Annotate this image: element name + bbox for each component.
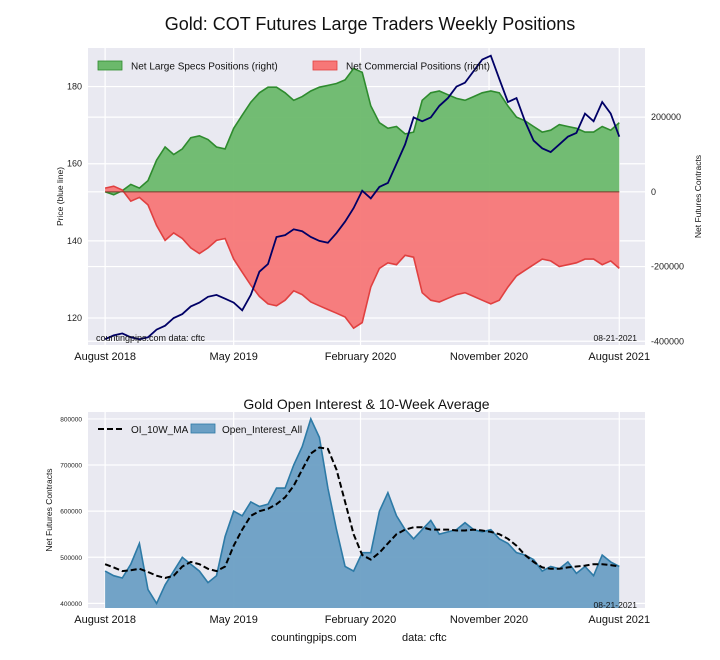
x-tick-label: May 2019 (210, 614, 258, 626)
legend-swatch-oi (190, 423, 216, 434)
y-axis-label-right: Net Futures Contracts (693, 155, 703, 238)
y-tick-label-left: 140 (67, 236, 82, 246)
legend-swatch (312, 60, 338, 71)
open-interest-area (105, 418, 620, 608)
y-tick-label-right: -400000 (651, 336, 684, 346)
footer-data: data: cftc (402, 632, 447, 644)
open-interest-chart: Gold Open Interest & 10-Week Average 4000… (44, 396, 650, 626)
x-tick-label: August 2018 (74, 351, 136, 363)
x-tick-label: August 2021 (588, 351, 650, 363)
legend-swatch (97, 60, 123, 71)
page-title: Gold: COT Futures Large Traders Weekly P… (164, 14, 576, 34)
y-tick-label-right: 200000 (651, 112, 681, 122)
y-tick-label-left: 160 (67, 159, 82, 169)
source-annotation: countingpips.com data: cftc (96, 333, 206, 343)
specs-area (105, 68, 620, 195)
x-tick-label: August 2021 (588, 614, 650, 626)
y-tick-label-left: 180 (67, 82, 82, 92)
ma-line (104, 446, 620, 580)
y-tick-label-left: 120 (67, 313, 82, 323)
y-axis-label: Net Futures Contracts (44, 468, 54, 551)
x-tick-label: November 2020 (450, 351, 528, 363)
legend-label: Net Commercial Positions (right) (346, 62, 490, 73)
x-tick-label: November 2020 (450, 614, 528, 626)
x-tick-label: February 2020 (325, 614, 397, 626)
y-tick-label: 600000 (60, 509, 82, 516)
price-line (104, 54, 621, 341)
date-annotation: 08-21-2021 (594, 600, 638, 610)
y-tick-label: 500000 (60, 555, 82, 562)
date-annotation: 08-21-2021 (594, 333, 638, 343)
legend-label: Net Large Specs Positions (right) (131, 62, 278, 73)
x-tick-label: February 2020 (325, 351, 397, 363)
y-tick-label-right: 0 (651, 187, 656, 197)
footer-site: countingpips.com (271, 632, 357, 644)
legend-label: OI_10W_MA (131, 425, 189, 436)
commercial-line (104, 185, 620, 330)
commercial-area (105, 186, 620, 329)
y-tick-label: 800000 (60, 416, 82, 423)
y-tick-label-right: -200000 (651, 262, 684, 272)
legend-label: Open_Interest_All (222, 425, 302, 436)
specs-line (104, 67, 620, 196)
cot-positions-chart: 120 140 160 180 -400000 -200000 0 200000 August … (55, 48, 703, 363)
x-tick-label: May 2019 (210, 351, 258, 363)
y-tick-label: 400000 (60, 601, 82, 608)
y-axis-label-left: Price (blue line) (55, 167, 65, 226)
x-tick-label: August 2018 (74, 614, 136, 626)
y-tick-label: 700000 (60, 463, 82, 470)
chart-title-2: Gold Open Interest & 10-Week Average (243, 396, 489, 412)
